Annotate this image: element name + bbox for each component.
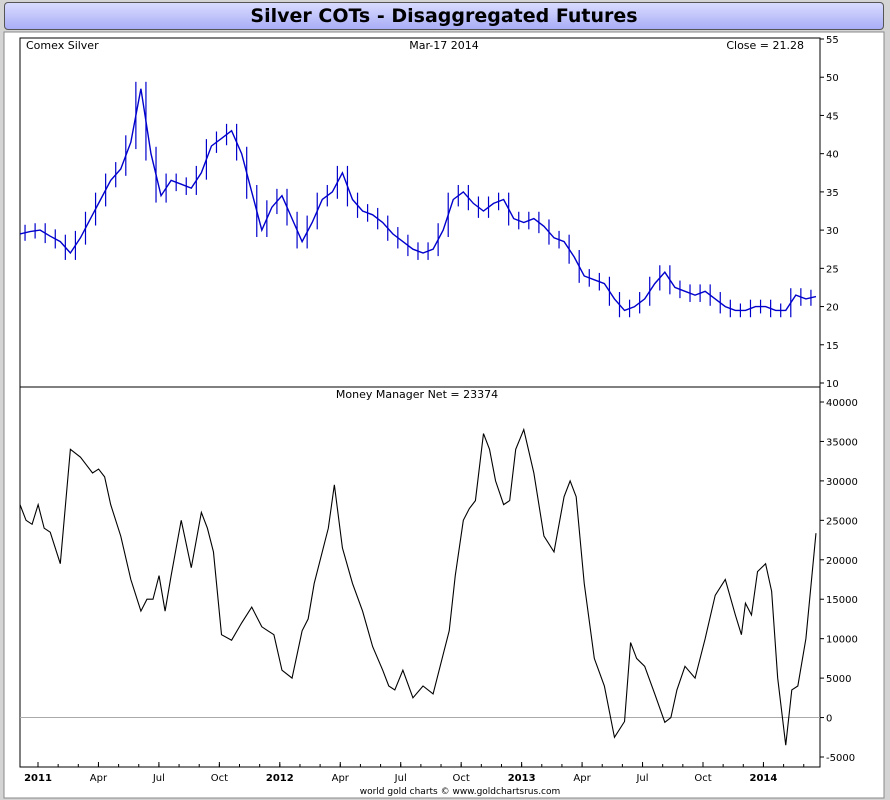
cot-y-tick-label: 25000 [826,516,858,527]
price-y-tick-label: 15 [826,341,839,352]
x-tick-label: 2011 [24,773,52,784]
price-y-tick-label: 35 [826,188,839,199]
price-y-tick-label: 10 [826,379,839,390]
cot-y-tick-label: 15000 [826,595,858,606]
price-y-tick-label: 25 [826,264,839,275]
price-series [19,81,817,318]
cot-panel [19,386,821,768]
x-tick-label: Apr [573,773,591,784]
cot-y-tick-label: 35000 [826,437,858,448]
x-tick-label: Jul [394,773,407,784]
cot-y-tick-label: 0 [826,714,832,725]
cot-y-axis: -5000 0 5000 10000 15000 20000 25000 30000 35000… [820,398,858,764]
cot-y-tick-label: -5000 [826,753,855,764]
x-tick-label: Apr [90,773,108,784]
x-tick-label: Oct [211,773,228,784]
price-y-tick-label: 55 [826,35,839,46]
x-tick-label: Apr [332,773,350,784]
price-y-tick-label: 40 [826,150,839,161]
x-tick-label: Oct [453,773,470,784]
price-date-label: Mar-17 2014 [409,39,479,52]
x-tick-label: Jul [635,773,648,784]
x-tick-label: 2013 [508,773,536,784]
price-panel [19,37,821,388]
price-y-tick-label: 45 [826,111,839,122]
price-y-axis: 10 15 20 25 30 35 40 45 50 55 [820,35,839,390]
cot-y-tick-label: 5000 [826,674,851,685]
chart-title: Silver COTs - Disaggregated Futures [4,2,884,30]
cot-series [19,427,817,746]
x-tick-label: Oct [694,773,711,784]
cot-y-tick-label: 30000 [826,477,858,488]
price-y-tick-label: 50 [826,73,839,84]
x-axis: 2011 Apr Jul Oct 2012 Apr Jul Oct 2013 Apr Jul Oct 2… [24,762,805,784]
cot-net-line [19,427,817,746]
price-series-label: Comex Silver [26,39,99,52]
x-tick-label: 2014 [750,773,778,784]
cot-y-tick-label: 10000 [826,635,858,646]
cot-net-label: Money Manager Net = 23374 [336,388,498,401]
price-y-tick-label: 20 [826,303,839,314]
price-close-label: Close = 21.28 [726,39,804,52]
price-y-tick-label: 30 [826,226,839,237]
footer-credit: world gold charts © www.goldchartsrus.co… [360,787,561,797]
cot-y-tick-label: 40000 [826,398,858,409]
cot-y-tick-label: 20000 [826,556,858,567]
x-tick-label: Jul [152,773,165,784]
x-tick-label: 2012 [266,773,294,784]
